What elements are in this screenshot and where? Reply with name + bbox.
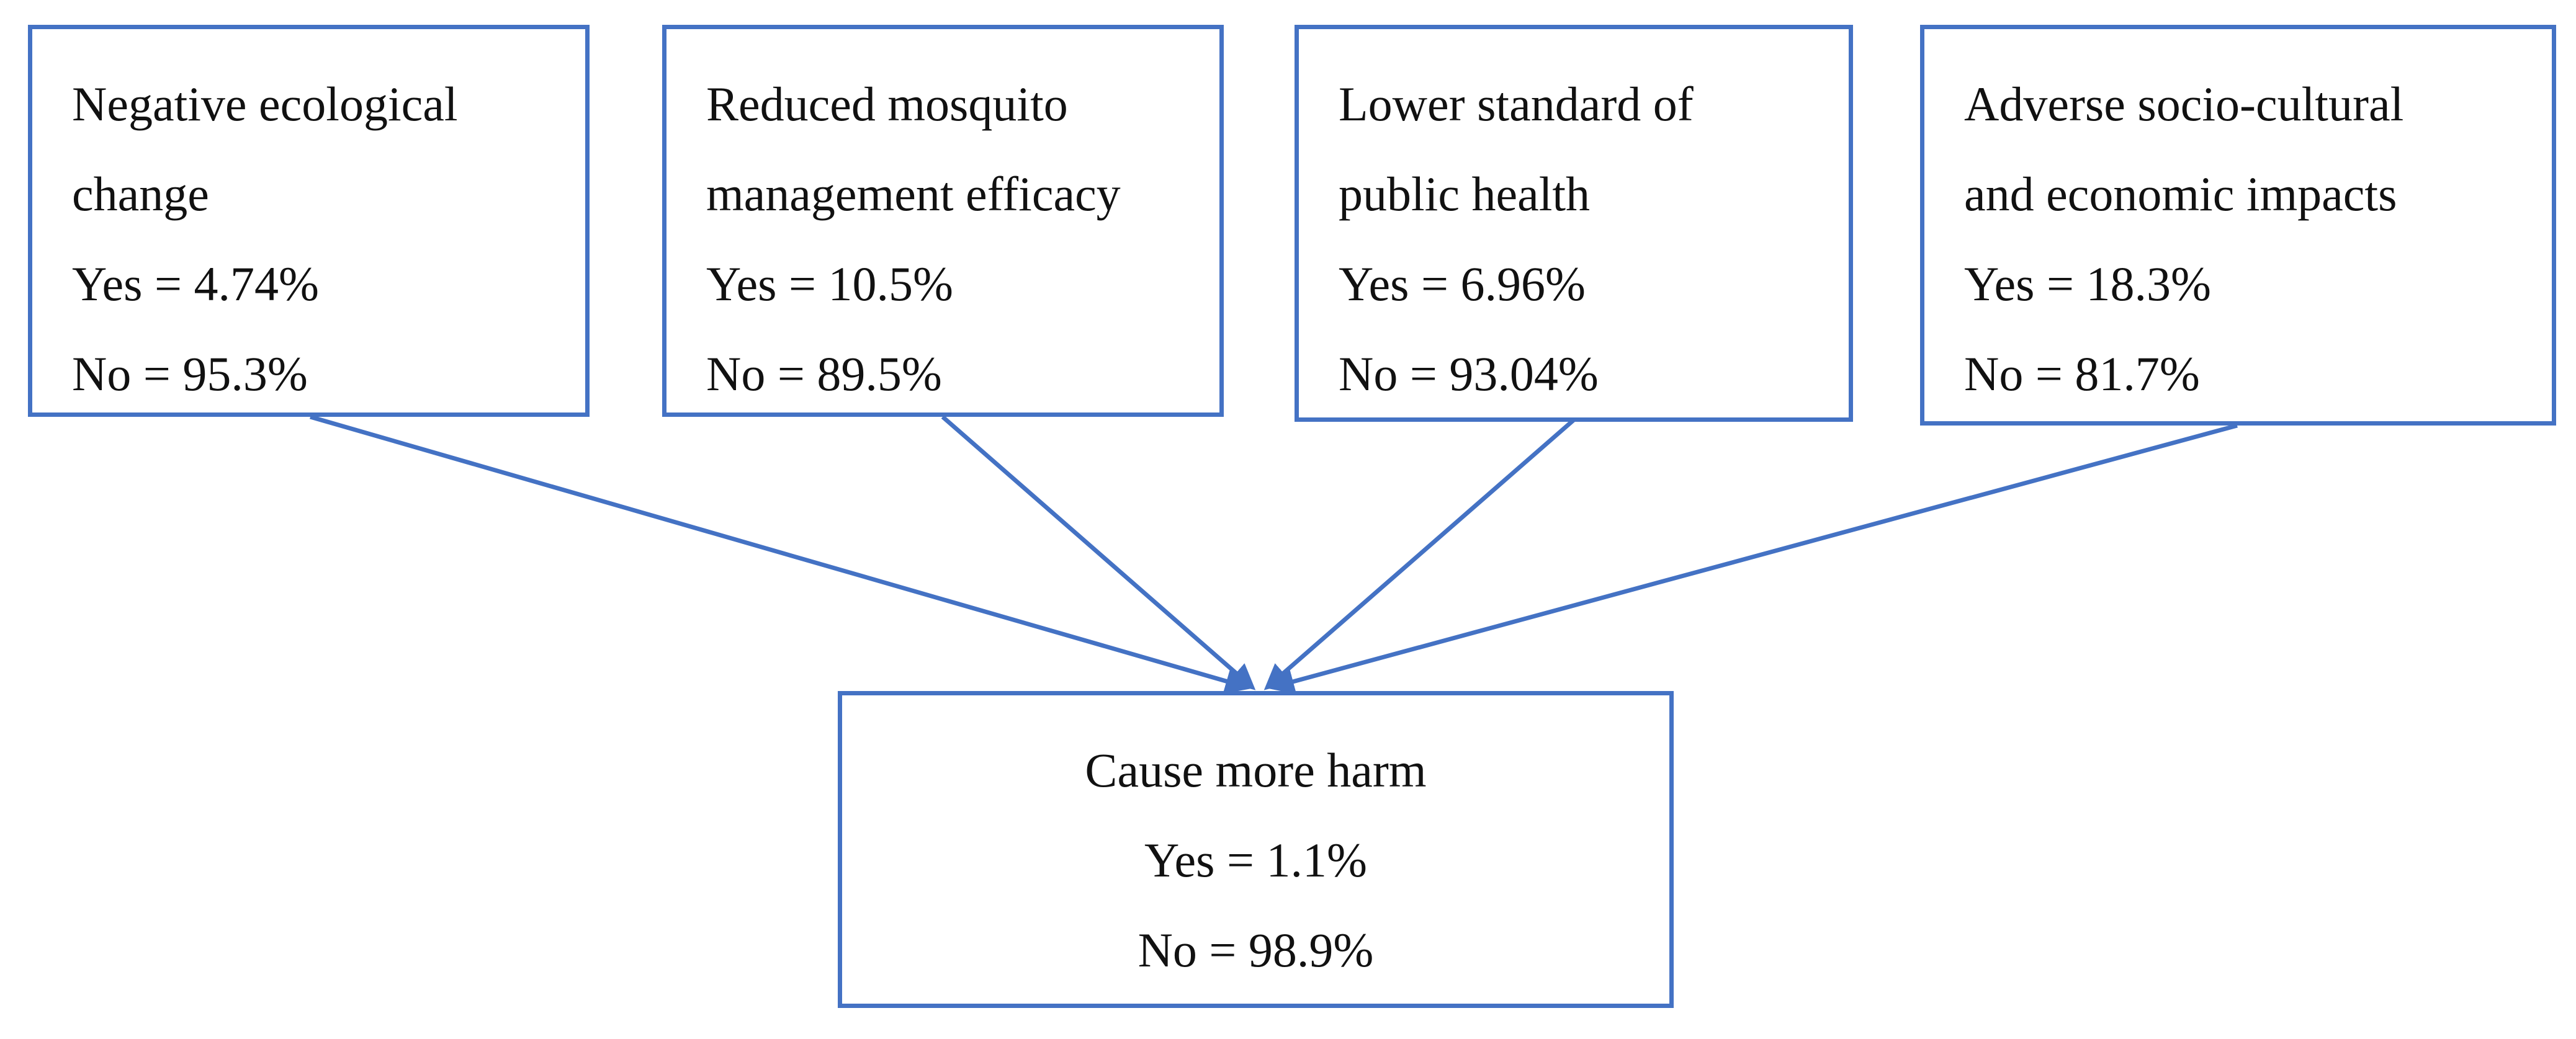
node-yes: Yes = 10.5%: [706, 257, 953, 311]
node-box: Adverse socio-cultural and economic impa…: [1920, 25, 2556, 426]
outcome-label: Cause more harm: [1085, 743, 1427, 797]
node-label: and economic impacts: [1964, 167, 2397, 221]
node-label: management efficacy: [706, 167, 1121, 221]
outcome-yes: Yes = 1.1%: [1144, 833, 1367, 887]
node-box: Reduced mosquito management efficacy Yes…: [662, 25, 1224, 417]
arrow: [310, 414, 1252, 694]
node-box: Negative ecological change Yes = 4.74% N…: [28, 25, 590, 417]
node-no: No = 93.04%: [1339, 347, 1599, 401]
arrow: [1263, 418, 1576, 690]
node-label: change: [72, 167, 209, 221]
node-yes: Yes = 4.74%: [72, 257, 319, 311]
node-label: Adverse socio-cultural: [1964, 77, 2404, 131]
node-yes: Yes = 6.96%: [1339, 257, 1586, 311]
node-label: Reduced mosquito: [706, 77, 1068, 131]
node-box: Lower standard of public health Yes = 6.…: [1295, 25, 1853, 422]
node-no: No = 95.3%: [72, 347, 308, 401]
node-label: Negative ecological: [72, 77, 458, 131]
arrow: [941, 415, 1256, 690]
outcome-no: No = 98.9%: [1138, 923, 1374, 977]
node-label: public health: [1339, 167, 1591, 221]
node-no: No = 81.7%: [1964, 347, 2200, 401]
arrow: [1268, 423, 2238, 695]
node-no: No = 89.5%: [706, 347, 942, 401]
node-label: Lower standard of: [1339, 77, 1694, 131]
node-yes: Yes = 18.3%: [1964, 257, 2211, 311]
outcome-box: Cause more harm Yes = 1.1% No = 98.9%: [838, 691, 1674, 1008]
